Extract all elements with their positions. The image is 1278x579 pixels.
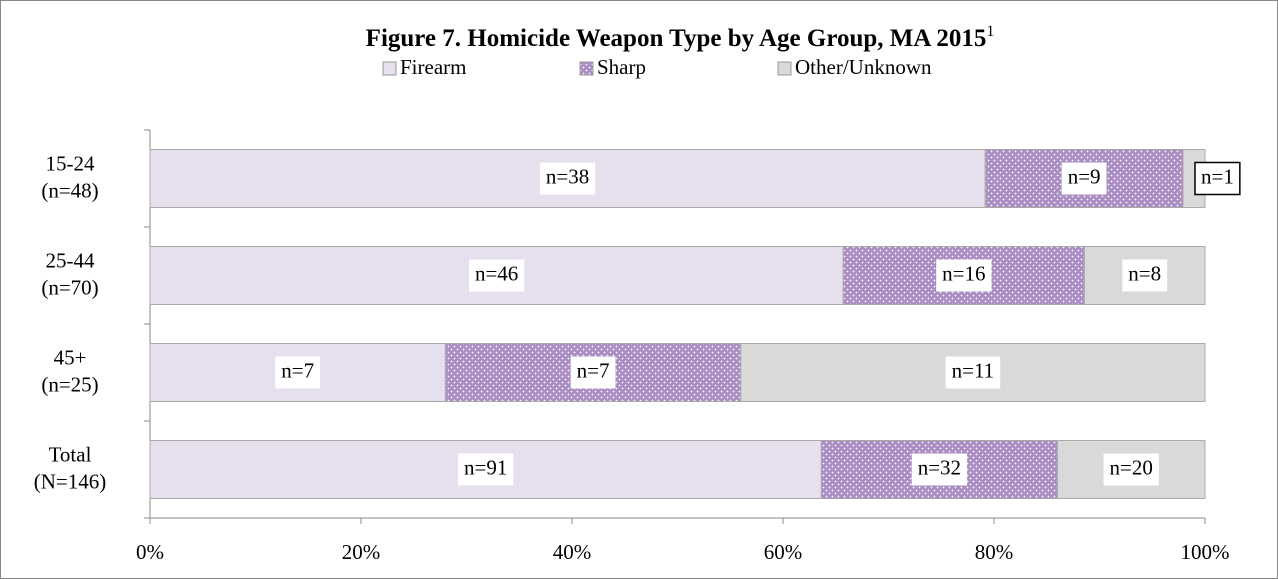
y-tick-label: 25-44	[46, 248, 95, 272]
data-label-box	[458, 453, 514, 486]
data-label-text: n=38	[546, 164, 589, 188]
data-label: n=7	[570, 356, 616, 389]
legend-swatch	[579, 61, 594, 76]
legend-label: Other/Unknown	[795, 55, 932, 79]
data-label-text: n=11	[952, 358, 995, 382]
data-label-text: n=7	[577, 358, 610, 382]
x-tick-label: 0%	[136, 540, 164, 564]
y-tick-label: (n=48)	[41, 178, 98, 202]
data-label-text: n=7	[281, 358, 314, 382]
data-label-box	[1122, 259, 1168, 292]
data-label-text: n=8	[1128, 261, 1161, 285]
data-label-text: n=91	[464, 455, 507, 479]
data-label: n=16	[936, 259, 992, 292]
x-tick-label: 100%	[1181, 540, 1230, 564]
chart-title: Figure 7. Homicide Weapon Type by Age Gr…	[366, 23, 995, 52]
data-label-box	[911, 453, 968, 486]
data-label: n=91	[458, 453, 514, 486]
data-label: n=1	[1194, 161, 1241, 196]
data-label-box	[468, 259, 525, 292]
data-label-box	[275, 356, 321, 389]
legend-swatch	[777, 61, 792, 76]
y-tick-label: 45+	[54, 345, 87, 369]
data-label: n=20	[1103, 453, 1159, 486]
data-label-text: n=46	[475, 261, 518, 285]
title-superscript: 1	[986, 23, 994, 40]
data-label-box	[1103, 453, 1159, 486]
data-label-text: n=20	[1110, 455, 1153, 479]
data-label-text: n=1	[1201, 164, 1234, 188]
legend-label: Sharp	[597, 55, 646, 79]
y-tick-label: (n=70)	[41, 275, 98, 299]
y-tick-label: 15-24	[46, 151, 95, 175]
data-label: n=38	[539, 162, 596, 195]
legend-swatch	[382, 61, 397, 76]
x-tick-label: 80%	[975, 540, 1014, 564]
data-label-box	[1061, 162, 1107, 195]
data-label-text: n=32	[918, 455, 961, 479]
data-label-text: n=16	[942, 261, 985, 285]
data-label: n=32	[911, 453, 968, 486]
legend-label: Firearm	[400, 55, 466, 79]
data-label-box	[539, 162, 596, 195]
x-tick-label: 60%	[764, 540, 803, 564]
x-tick-label: 20%	[342, 540, 381, 564]
y-tick-label: (N=146)	[34, 469, 107, 493]
data-label-box	[936, 259, 992, 292]
data-label: n=7	[275, 356, 321, 389]
y-tick-label: (n=25)	[41, 372, 98, 396]
data-label: n=11	[945, 356, 1001, 389]
data-label-box	[570, 356, 616, 389]
x-tick-label: 40%	[553, 540, 592, 564]
data-label-box	[945, 356, 1001, 389]
data-label: n=9	[1061, 162, 1107, 195]
data-label: n=46	[468, 259, 525, 292]
data-label-text: n=9	[1068, 164, 1101, 188]
y-tick-label: Total	[49, 442, 92, 466]
data-label-box	[1194, 161, 1241, 196]
title-text: Figure 7. Homicide Weapon Type by Age Gr…	[366, 25, 987, 52]
data-label: n=8	[1122, 259, 1168, 292]
